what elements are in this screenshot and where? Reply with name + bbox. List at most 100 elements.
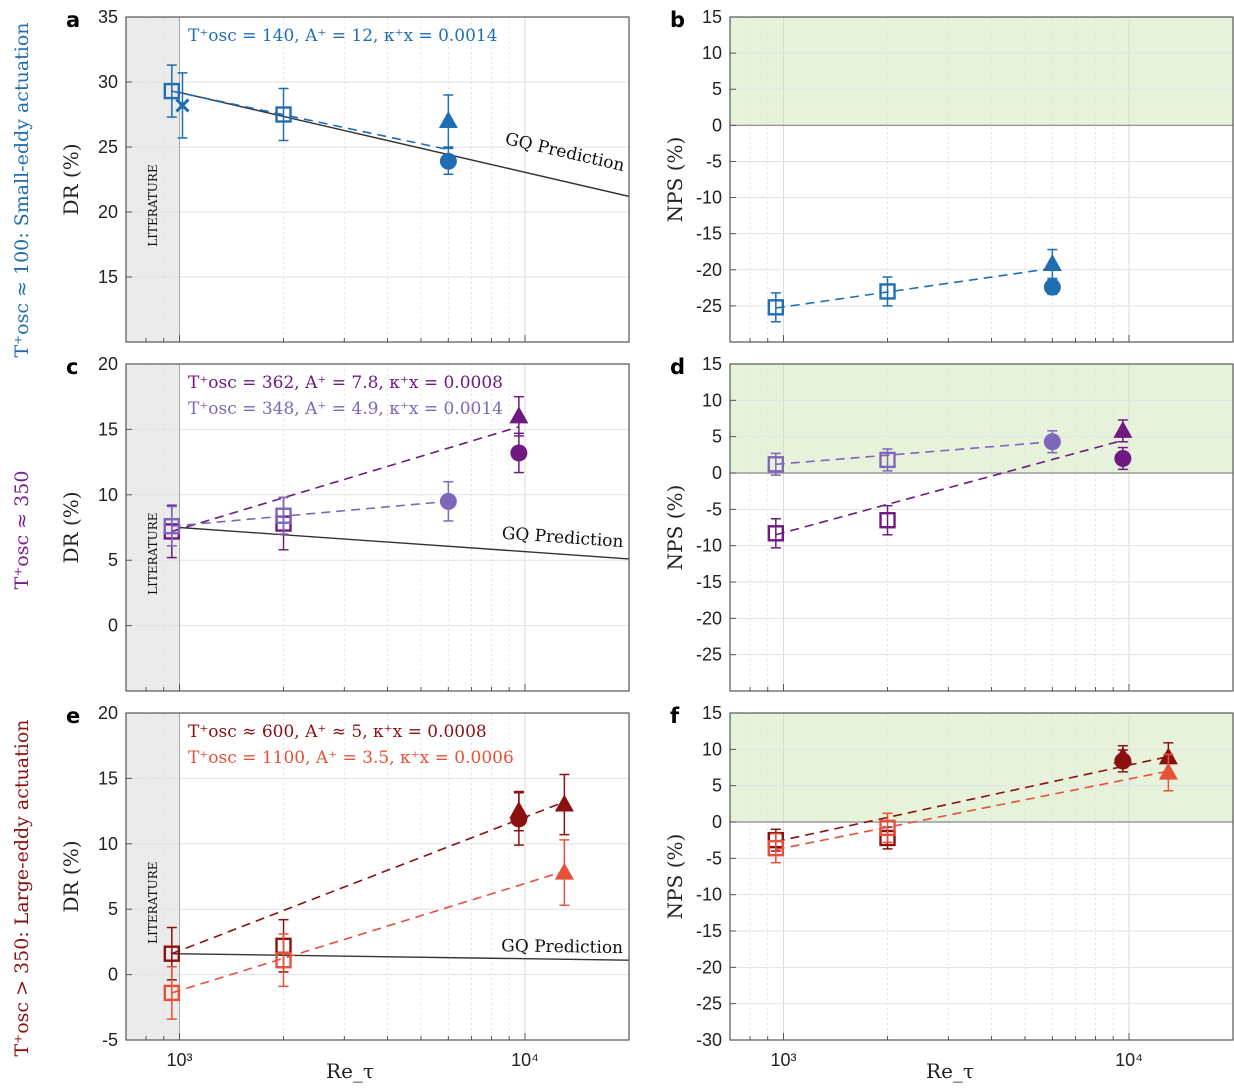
panel-letter-f: f [670,704,680,728]
dashed-trend-line [171,870,565,994]
y-tick-label: 0 [108,616,118,636]
y-tick-label: -10 [696,885,722,905]
point-circle [439,492,457,510]
point-circle [439,152,457,170]
gq-prediction-label: GQ Prediction [501,936,623,958]
y-tick-label: 0 [108,965,118,985]
panel-letter-a: a [66,8,80,32]
point-open-square [879,283,896,300]
dashed-trend-line [171,500,449,527]
gq-prediction-label: GQ Prediction [501,524,624,552]
point-open-square [767,525,785,542]
y-tick-label: 15 [98,768,118,788]
axes-box [125,363,630,692]
y-axis-label: NPS (%) [663,485,687,571]
y-tick-label: 35 [98,7,118,27]
panel-f: -30 -25 -20 -15 -10 -5 0 5 10 15 10³ 10⁴ NPS (%) f [663,703,1234,1070]
x-axis-label-left: Re_τ [326,1059,374,1083]
point-open-square [163,945,181,962]
point-circle [510,810,528,828]
gq-prediction-line [179,91,629,198]
y-tick-label: 20 [98,703,118,723]
annotation-text: T⁺osc = 362, A⁺ = 7.8, κ⁺x = 0.0008 [188,373,503,393]
x-tick-label: 10³ [167,1050,193,1070]
point-circle [1043,433,1061,451]
y-tick-label: -25 [696,296,722,316]
panel-c: LITERATURE GQ Prediction 0 5 10 15 20 DR (%) c T⁺… [59,354,630,692]
y-axis-label: NPS (%) [663,834,687,920]
dashed-trend-line [775,770,1169,851]
y-tick-label: -5 [706,848,722,868]
x-axis-label-right: Re_τ [926,1059,974,1083]
panel-d: -25 -20 -15 -10 -5 0 5 10 15 NPS (%) d [663,354,1234,692]
y-tick-label: -25 [696,645,722,665]
y-tick-label: 5 [108,550,118,570]
point-circle [1043,278,1061,296]
gq-prediction-line [179,526,629,560]
y-tick-label: 0 [712,812,722,832]
y-tick-label: -10 [696,188,722,208]
panel-letter-e: e [66,704,80,728]
point-open-square [275,507,292,524]
panel-b: -25 -20 -15 -10 -5 0 5 10 15 NPS (%) b [663,7,1234,343]
series-0 [767,742,1178,852]
dashed-trend-line [171,426,520,533]
dashed-trend-line [775,755,1169,843]
series-1 [767,753,1178,864]
annotation-text: T⁺osc ≈ 600, A⁺ ≈ 5, κ⁺x = 0.0008 [188,722,487,742]
point-circle [1114,449,1132,467]
y-tick-label: 25 [98,137,118,157]
series-0 [163,64,458,176]
y-tick-label: 10 [702,390,722,410]
point-open-square [879,451,896,469]
point-open-square [163,517,181,535]
point-triangle [1158,762,1178,780]
point-cross [175,98,190,113]
row-label-1: T⁺osc ≈ 100: Small-eddy actuation [11,22,33,357]
y-tick-label: 15 [98,419,118,439]
x-tick-label: 10³ [771,1050,797,1070]
panel-a: LITERATURE GQ Prediction 15 20 25 30 35 DR (%) a… [59,7,630,343]
literature-label: LITERATURE [146,164,160,246]
axes-box [729,363,1234,692]
panel-letter-d: d [670,355,685,379]
point-triangle [1042,254,1062,271]
y-tick-label: 15 [702,703,722,723]
x-tick-label: 10⁴ [511,1050,539,1070]
series-0 [163,395,529,559]
dashed-trend-line [171,90,449,151]
axes-box [125,712,630,1041]
gq-prediction-line [171,952,629,961]
y-tick-label: -20 [696,608,722,628]
row-label-2: T⁺osc ≈ 350 [11,471,33,590]
y-tick-label: -15 [696,224,722,244]
y-axis-label: DR (%) [59,143,83,215]
dashed-trend-line [775,440,1053,466]
annotation-text: T⁺osc = 140, A⁺ = 12, κ⁺x = 0.0014 [188,26,498,46]
series-1 [163,480,457,547]
positive-region [730,713,1233,822]
point-triangle [554,862,574,880]
point-triangle [1113,420,1133,438]
dashed-trend-line [171,801,565,955]
literature-region [126,364,180,691]
series-1 [163,839,574,1020]
panels-group: LITERATURE GQ Prediction 15 20 25 30 35 DR (%) a… [59,7,1234,1070]
point-open-square [767,456,785,473]
y-tick-label: -5 [706,499,722,519]
panel-letter-b: b [670,8,685,32]
y-tick-label: -10 [696,536,722,556]
point-triangle [509,406,529,424]
y-tick-label: 15 [702,354,722,374]
annotation-text: T⁺osc = 348, A⁺ = 4.9, κ⁺x = 0.0014 [188,399,503,419]
point-open-square [767,299,785,316]
literature-label: LITERATURE [146,861,160,943]
y-tick-label: 5 [108,899,118,919]
x-tick-label: 10⁴ [1115,1050,1143,1070]
axes-box [729,712,1234,1041]
y-axis-label: DR (%) [59,491,83,563]
point-open-square [879,819,896,837]
annotation-text: T⁺osc = 1100, A⁺ = 3.5, κ⁺x = 0.0006 [188,748,514,768]
axes-box [125,16,630,343]
y-axis-label: DR (%) [59,840,83,912]
